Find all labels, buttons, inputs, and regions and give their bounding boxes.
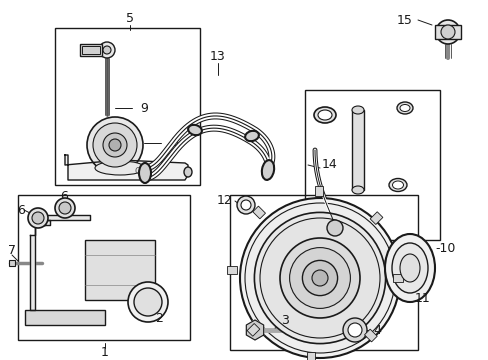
Circle shape xyxy=(311,270,327,286)
Text: 9: 9 xyxy=(140,102,147,114)
Ellipse shape xyxy=(244,131,258,141)
Bar xyxy=(306,352,314,360)
Text: 4: 4 xyxy=(372,324,380,337)
Bar xyxy=(364,329,376,342)
Bar xyxy=(18,195,190,340)
Ellipse shape xyxy=(261,160,274,180)
Bar xyxy=(25,310,105,325)
Circle shape xyxy=(241,200,250,210)
Bar xyxy=(9,260,15,266)
Ellipse shape xyxy=(391,243,427,293)
Circle shape xyxy=(55,198,75,218)
Text: 15: 15 xyxy=(396,13,412,27)
Bar xyxy=(229,195,417,350)
Ellipse shape xyxy=(392,181,403,189)
Text: 2: 2 xyxy=(155,311,163,324)
Ellipse shape xyxy=(351,186,363,194)
Text: 6: 6 xyxy=(17,203,25,216)
Text: 7: 7 xyxy=(8,243,16,256)
Polygon shape xyxy=(65,155,187,180)
Circle shape xyxy=(134,288,162,316)
Circle shape xyxy=(87,117,142,173)
Circle shape xyxy=(103,133,127,157)
Ellipse shape xyxy=(183,167,192,177)
Circle shape xyxy=(342,318,366,342)
Circle shape xyxy=(260,218,379,338)
Circle shape xyxy=(99,42,115,58)
Bar xyxy=(305,90,439,240)
Circle shape xyxy=(32,212,44,224)
Circle shape xyxy=(237,196,254,214)
Circle shape xyxy=(240,198,399,358)
Ellipse shape xyxy=(139,163,151,183)
Circle shape xyxy=(326,220,342,236)
Ellipse shape xyxy=(399,254,419,282)
Circle shape xyxy=(280,238,359,318)
Bar xyxy=(82,46,100,54)
Circle shape xyxy=(28,208,48,228)
Ellipse shape xyxy=(396,102,412,114)
Circle shape xyxy=(109,139,121,151)
Text: 12: 12 xyxy=(216,194,231,207)
Bar xyxy=(80,44,102,56)
Ellipse shape xyxy=(384,234,434,302)
Ellipse shape xyxy=(95,161,145,175)
Bar xyxy=(392,274,402,282)
Circle shape xyxy=(244,203,394,353)
Bar xyxy=(434,25,460,39)
Bar xyxy=(85,240,155,300)
Circle shape xyxy=(254,212,385,343)
Bar xyxy=(246,324,259,336)
Bar xyxy=(351,110,363,190)
Circle shape xyxy=(347,323,361,337)
Text: 3: 3 xyxy=(281,314,288,327)
Circle shape xyxy=(302,260,337,296)
Circle shape xyxy=(59,202,71,214)
Ellipse shape xyxy=(188,125,202,135)
Ellipse shape xyxy=(388,179,406,192)
Text: 1: 1 xyxy=(101,346,109,359)
Text: 6: 6 xyxy=(60,189,68,202)
Circle shape xyxy=(440,25,454,39)
Bar xyxy=(314,186,323,196)
Ellipse shape xyxy=(351,106,363,114)
Polygon shape xyxy=(246,320,263,340)
Text: -10: -10 xyxy=(434,242,454,255)
Ellipse shape xyxy=(317,110,331,120)
Circle shape xyxy=(128,282,168,322)
Bar xyxy=(369,212,382,225)
Bar xyxy=(252,206,265,219)
Text: C4: C4 xyxy=(134,167,145,176)
Circle shape xyxy=(103,46,111,54)
Circle shape xyxy=(435,20,459,44)
Text: 11: 11 xyxy=(414,292,430,305)
Bar xyxy=(55,28,200,185)
Bar xyxy=(226,266,237,274)
Circle shape xyxy=(93,123,137,167)
Polygon shape xyxy=(30,215,90,310)
Text: 13: 13 xyxy=(209,50,225,63)
Ellipse shape xyxy=(313,107,335,123)
Text: 14: 14 xyxy=(321,158,337,171)
Ellipse shape xyxy=(399,104,409,112)
Circle shape xyxy=(289,248,350,309)
Text: 5: 5 xyxy=(126,12,134,24)
Text: 8: 8 xyxy=(170,136,178,149)
